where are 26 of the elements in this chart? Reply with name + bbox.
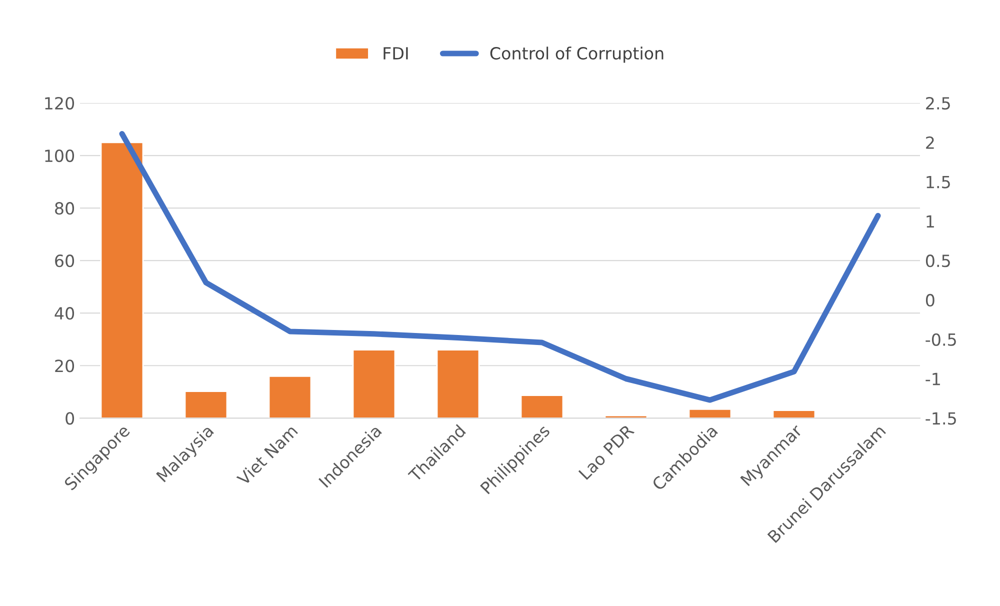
y2-tick-label: -1 [926, 372, 940, 386]
y-tick-label: 0 [66, 412, 74, 425]
y-tick-label: 40 [54, 307, 74, 320]
bar [100, 142, 144, 418]
legend-label: Control of Corruption [490, 46, 664, 63]
y2-tick-label: 2.5 [926, 96, 950, 110]
bar [436, 349, 480, 418]
y-tick-label: 120 [45, 96, 74, 110]
bar [772, 410, 816, 418]
y-tick-label: 20 [55, 360, 74, 372]
y2-tick-label: -1.5 [926, 412, 956, 425]
y2-tick-label: 0 [926, 294, 934, 307]
bar [688, 408, 732, 418]
y2-tick-label: 0.5 [926, 254, 950, 268]
y2-tick-label: 1.5 [926, 176, 950, 188]
bar [184, 390, 228, 418]
bar [268, 375, 312, 418]
bar [352, 349, 396, 418]
y-tick-label: 60 [55, 254, 74, 268]
y-tick-label: 100 [45, 150, 74, 162]
legend-label: FDI [384, 47, 408, 60]
y2-tick-label: -0.5 [926, 333, 956, 346]
y2-tick-label: 2 [926, 136, 934, 149]
bar [520, 394, 564, 418]
y2-tick-label: 1 [926, 215, 934, 228]
y-tick-label: 80 [55, 202, 74, 215]
